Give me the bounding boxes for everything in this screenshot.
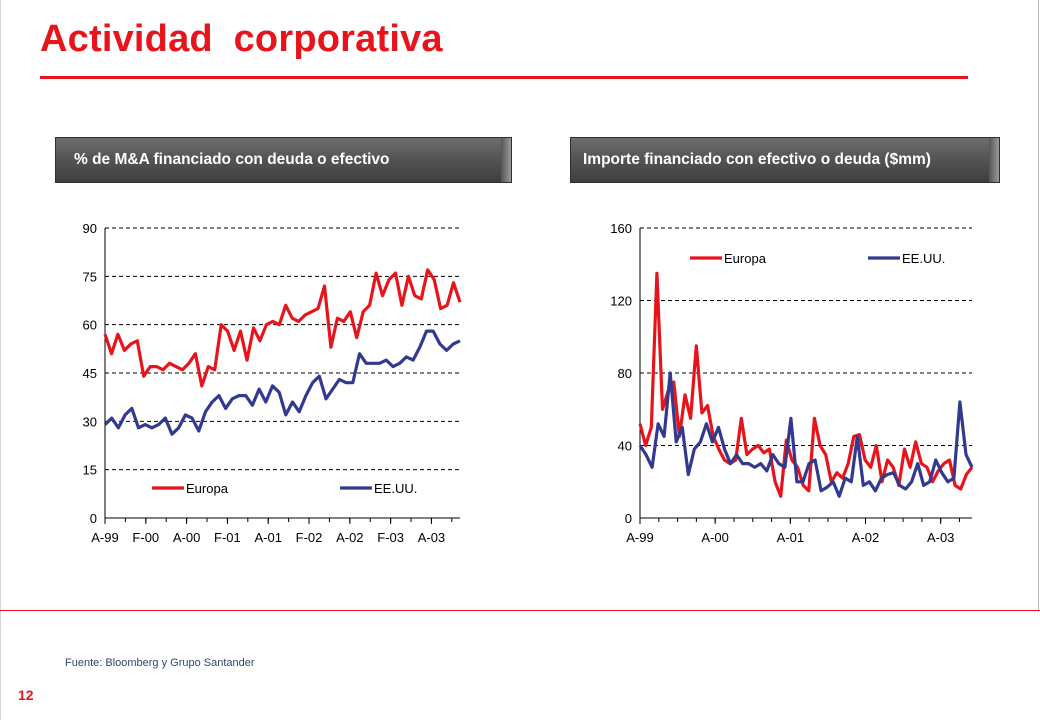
y-tick-label: 90 xyxy=(83,221,97,236)
x-tick-label: F-01 xyxy=(214,530,241,545)
x-tick-label: A-01 xyxy=(777,530,804,545)
left-frame-line xyxy=(0,0,1,720)
x-tick-label: A-03 xyxy=(927,530,954,545)
chart2-title-banner: Importe financiado con efectivo o deuda … xyxy=(570,137,1000,183)
y-tick-label: 30 xyxy=(83,414,97,429)
series-line-eeuu xyxy=(103,329,461,436)
y-tick-label: 0 xyxy=(90,511,97,526)
y-tick-label: 60 xyxy=(83,318,97,333)
chart-amount-financed: 0 40 80 120 160 A-99 A-00 A-01 A-02 A-03 Europa EE.… xyxy=(610,221,974,545)
title-underline xyxy=(40,76,968,79)
x-tick-label: A-02 xyxy=(852,530,879,545)
x-tick-label: A-00 xyxy=(701,530,728,545)
right-frame-line xyxy=(1038,0,1039,610)
series-line-europa xyxy=(638,271,974,498)
source-note: Fuente: Bloomberg y Grupo Santander xyxy=(65,657,255,669)
chart2-title: Importe financiado con efectivo o deuda … xyxy=(583,151,931,168)
y-tick-label: 15 xyxy=(83,463,97,478)
y-tick-label: 75 xyxy=(83,269,97,284)
x-tick-label: F-00 xyxy=(132,530,159,545)
x-tick-label: A-00 xyxy=(173,530,200,545)
legend-label-eeuu: EE.UU. xyxy=(374,481,417,496)
x-tick-label: A-99 xyxy=(626,530,653,545)
page-number: 12 xyxy=(18,687,34,703)
y-tick-label: 0 xyxy=(625,511,632,526)
page-title: Actividad corporativa xyxy=(40,18,443,60)
legend-label-europa: Europa xyxy=(186,481,229,496)
x-tick-label: A-02 xyxy=(336,530,363,545)
y-tick-label: 160 xyxy=(610,221,632,236)
series-line-europa xyxy=(103,268,462,388)
x-tick-label: F-02 xyxy=(296,530,323,545)
chart1-title: % de M&A financiado con deuda o efectivo xyxy=(74,151,390,168)
x-tick-label: A-01 xyxy=(254,530,281,545)
x-tick-label: F-03 xyxy=(377,530,404,545)
chart-ma-financing-pct: 0 15 30 45 60 75 90 A-99 F-00 A-00 F-01 A-01 F-02 A-0… xyxy=(83,221,462,545)
legend-label-eeuu: EE.UU. xyxy=(902,251,945,266)
y-tick-label: 80 xyxy=(618,366,632,381)
x-tick-label: A-99 xyxy=(91,530,118,545)
legend-label-europa: Europa xyxy=(724,251,767,266)
series-line-eeuu xyxy=(638,371,974,498)
y-tick-label: 40 xyxy=(618,439,632,454)
y-tick-label: 120 xyxy=(610,294,632,309)
chart1-title-banner: % de M&A financiado con deuda o efectivo xyxy=(55,137,512,183)
x-tick-label: A-03 xyxy=(418,530,445,545)
footer-divider xyxy=(0,610,1040,611)
y-tick-label: 45 xyxy=(83,366,97,381)
